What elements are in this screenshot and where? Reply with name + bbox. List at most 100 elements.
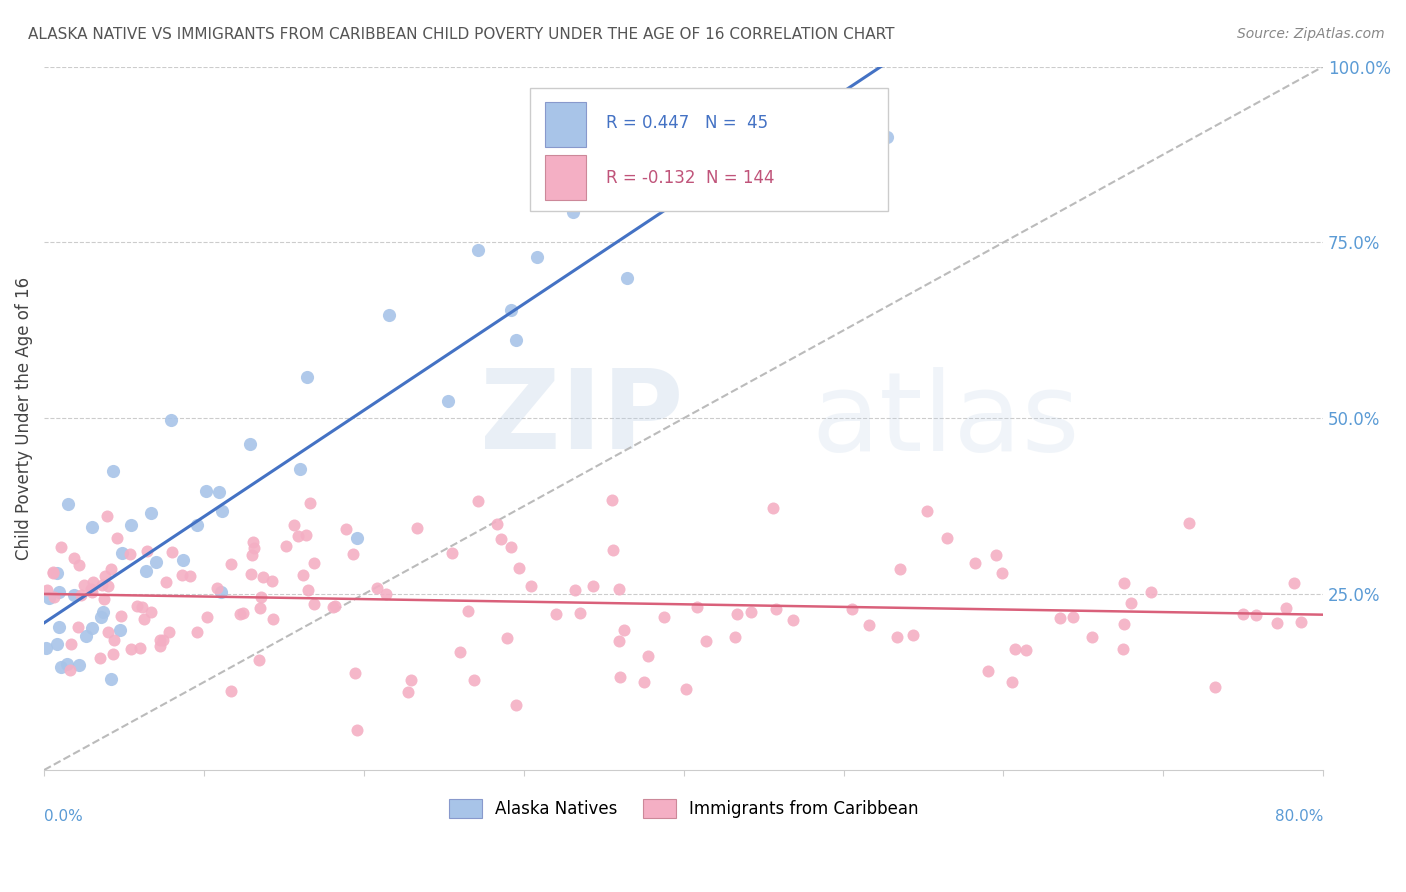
Point	[209, 584, 232, 599]
Point	[89, 651, 111, 665]
Point	[162, 545, 184, 559]
Point	[607, 633, 630, 648]
Point	[1001, 674, 1024, 689]
Point	[561, 205, 583, 219]
Point	[936, 531, 959, 545]
Point	[463, 673, 485, 687]
Point	[135, 564, 157, 578]
Point	[1062, 609, 1084, 624]
FancyBboxPatch shape	[546, 154, 586, 200]
Point	[1204, 680, 1226, 694]
Point	[505, 698, 527, 712]
Point	[141, 605, 163, 619]
Point	[375, 587, 398, 601]
Point	[467, 493, 489, 508]
Text: Source: ZipAtlas.com: Source: ZipAtlas.com	[1237, 27, 1385, 41]
Point	[219, 558, 242, 572]
Point	[242, 535, 264, 549]
Point	[675, 681, 697, 696]
Point	[49, 540, 72, 554]
Point	[97, 579, 120, 593]
Point	[342, 547, 364, 561]
Point	[1275, 601, 1298, 615]
Point	[489, 532, 512, 546]
Point	[62, 551, 84, 566]
Point	[633, 675, 655, 690]
Point	[219, 683, 242, 698]
Point	[208, 484, 231, 499]
Point	[100, 673, 122, 687]
Point	[155, 575, 177, 590]
Point	[1232, 607, 1254, 622]
Point	[1140, 585, 1163, 599]
Point	[366, 581, 388, 595]
Point	[1119, 596, 1142, 610]
Point	[297, 583, 319, 598]
Point	[695, 634, 717, 648]
Point	[1112, 642, 1135, 657]
Point	[91, 578, 114, 592]
Y-axis label: Child Poverty Under the Age of 16: Child Poverty Under the Age of 16	[15, 277, 32, 560]
Point	[298, 496, 321, 510]
Point	[292, 568, 315, 582]
Point	[287, 529, 309, 543]
Point	[247, 653, 270, 667]
Point	[501, 541, 523, 555]
Point	[141, 506, 163, 520]
Point	[205, 581, 228, 595]
Point	[405, 521, 427, 535]
Point	[103, 463, 125, 477]
Point	[505, 333, 527, 347]
Point	[1081, 630, 1104, 644]
Point	[56, 657, 79, 671]
FancyBboxPatch shape	[530, 87, 889, 211]
Point	[240, 549, 263, 563]
Point	[782, 613, 804, 627]
Point	[42, 565, 65, 579]
Point	[172, 567, 194, 582]
Point	[963, 556, 986, 570]
Point	[252, 570, 274, 584]
Point	[94, 569, 117, 583]
Point	[108, 624, 131, 638]
Text: ALASKA NATIVE VS IMMIGRANTS FROM CARIBBEAN CHILD POVERTY UNDER THE AGE OF 16 COR: ALASKA NATIVE VS IMMIGRANTS FROM CARIBBE…	[28, 27, 894, 42]
Point	[67, 558, 90, 573]
Point	[250, 591, 273, 605]
FancyBboxPatch shape	[546, 102, 586, 147]
Point	[211, 504, 233, 518]
Point	[302, 597, 325, 611]
Point	[568, 607, 591, 621]
Point	[159, 413, 181, 427]
Point	[229, 607, 252, 622]
Point	[67, 658, 90, 673]
Point	[93, 591, 115, 606]
Point	[378, 309, 401, 323]
Point	[157, 624, 180, 639]
Point	[613, 624, 636, 638]
Point	[740, 605, 762, 619]
Point	[564, 582, 586, 597]
Point	[186, 518, 208, 533]
Point	[131, 599, 153, 614]
Point	[82, 575, 104, 590]
Point	[1265, 615, 1288, 630]
Text: 80.0%: 80.0%	[1275, 809, 1323, 823]
Point	[37, 582, 59, 597]
Point	[45, 637, 67, 651]
Point	[1004, 642, 1026, 657]
Point	[725, 607, 748, 622]
Text: 0.0%: 0.0%	[44, 809, 83, 823]
Point	[600, 493, 623, 508]
Point	[526, 250, 548, 264]
Point	[1112, 616, 1135, 631]
Point	[322, 600, 344, 615]
Point	[49, 659, 72, 673]
Point	[396, 685, 419, 699]
Point	[186, 624, 208, 639]
Point	[179, 569, 201, 583]
Point	[976, 665, 998, 679]
Point	[145, 555, 167, 569]
Point	[149, 633, 172, 648]
Point	[602, 543, 624, 558]
Point	[710, 130, 733, 145]
